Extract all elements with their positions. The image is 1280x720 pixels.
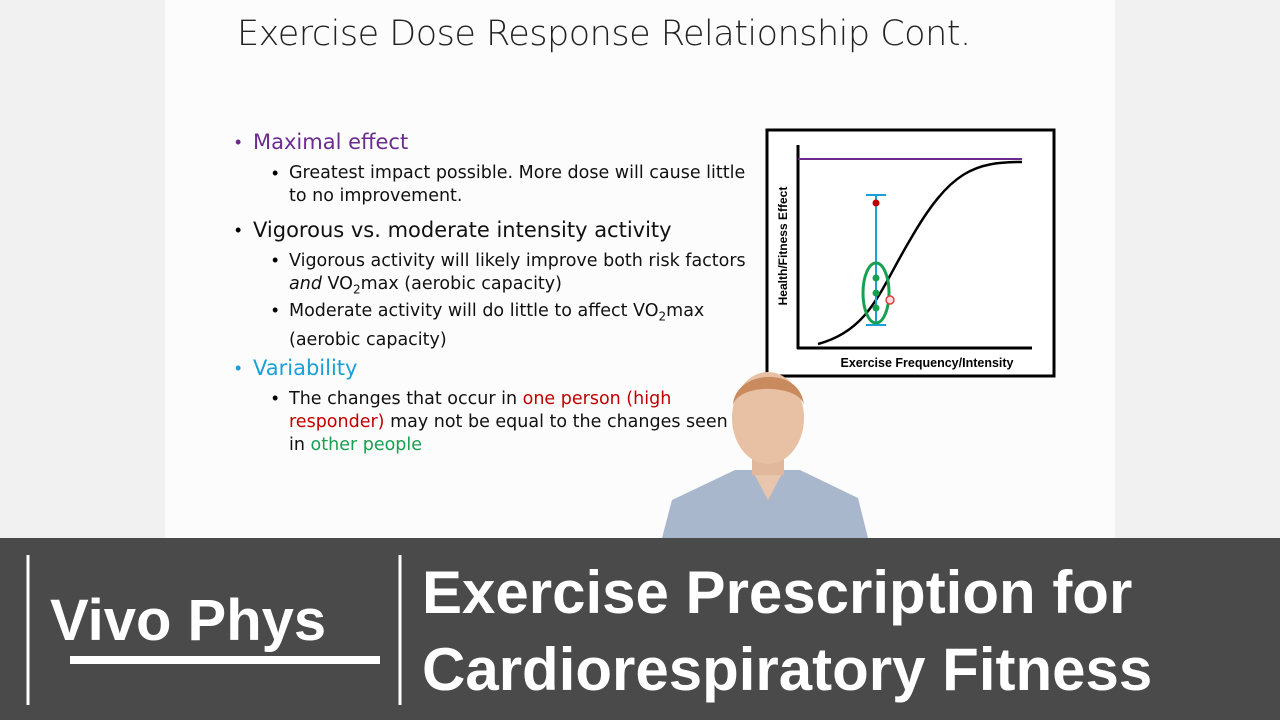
pointer xyxy=(885,295,895,305)
group-dots xyxy=(872,274,880,312)
subscript: 2 xyxy=(658,309,667,324)
bullet: • xyxy=(272,300,279,320)
bullet: • xyxy=(272,163,279,183)
text: Greatest impact possible. More dose will… xyxy=(289,163,746,206)
text: max (aerobic capacity) xyxy=(360,274,562,294)
bullet-heading: Maximal effect xyxy=(253,130,409,154)
text: The changes that occur in xyxy=(289,389,523,409)
text: may not be equal to the changes seen in xyxy=(289,412,728,455)
text: one person (high responder) xyxy=(289,389,672,432)
text: and xyxy=(289,274,322,294)
bullet-heading: Variability xyxy=(253,356,358,380)
bullet-heading: Vigorous vs. moderate intensity activity xyxy=(253,218,672,242)
x-label: Exercise Frequency/Intensity xyxy=(841,356,1014,370)
presenter xyxy=(662,372,868,538)
bullet-text: The changes that occur in one person (hi… xyxy=(289,388,729,457)
banner-title: Cardiorespiratory Fitness xyxy=(422,636,1153,703)
banner-graphics: Vivo Phys xyxy=(26,555,402,705)
bullet: • xyxy=(235,220,242,240)
group-ellipse xyxy=(861,261,891,325)
bullet: • xyxy=(235,358,242,378)
bullet-text: Vigorous activity will likely improve bo… xyxy=(289,250,749,302)
text: Moderate activity will do little to affe… xyxy=(289,301,659,321)
slide-title: Exercise Dose Response Relationship Cont… xyxy=(237,14,971,54)
logo: Vivo Phys xyxy=(50,588,326,653)
bullet: • xyxy=(235,132,242,152)
y-label: Health/Fitness Effect xyxy=(776,187,790,306)
dose-curve xyxy=(817,160,1023,346)
bullet: • xyxy=(272,388,279,408)
bullet: • xyxy=(272,250,279,270)
high-responder xyxy=(872,199,880,207)
range-bar xyxy=(866,194,886,326)
bullet-text: Moderate activity will do little to affe… xyxy=(289,300,709,352)
text: max (aerobic capacity) xyxy=(289,301,705,350)
diagram: Health/Fitness Effect Exercise Frequency… xyxy=(662,128,1056,538)
bullet-text: Greatest impact possible. More dose will… xyxy=(289,162,749,208)
banner-title: Exercise Prescription for xyxy=(422,559,1133,626)
text: VO xyxy=(321,274,353,294)
text: other people xyxy=(310,435,423,455)
text: Vigorous activity will likely improve bo… xyxy=(289,251,746,271)
diagram-frame xyxy=(765,128,1056,378)
subscript: 2 xyxy=(352,282,361,297)
banner: Vivo Phys Exercise Prescription for Card… xyxy=(0,538,1280,720)
